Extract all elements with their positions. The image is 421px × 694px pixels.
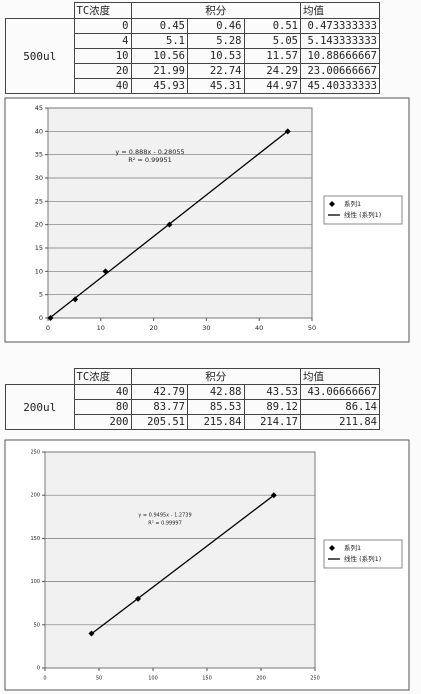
table-cell: 10.53: [187, 48, 245, 64]
data-table: TC浓度 积分 均值 500ul 0 0.45 0.46 0.51 0.473333333 4 5.…: [5, 2, 380, 94]
y-tick-label: 45: [35, 104, 43, 112]
y-tick-label: 35: [35, 151, 43, 159]
y-tick-label: 15: [35, 244, 43, 252]
x-tick-label: 0: [43, 676, 46, 682]
table-cell: 5.1: [130, 33, 188, 49]
table-cell: 205.51: [130, 414, 188, 430]
data-point: [102, 268, 109, 275]
legend-label: 线性 (系列1): [344, 554, 381, 563]
legend-label: 系列1: [344, 543, 361, 552]
y-tick-label: 0: [37, 666, 40, 672]
table-cell: 45.93: [130, 78, 188, 94]
data-point: [72, 296, 79, 303]
data-point: [47, 315, 54, 321]
table-cell: 211.84: [300, 414, 380, 430]
y-tick-label: 10: [35, 267, 43, 275]
data-point: [284, 128, 291, 135]
table-cell: 23.00666667: [300, 63, 380, 79]
plot-area: [47, 107, 313, 319]
table-cell: 0.473333333: [300, 18, 380, 34]
y-tick-label: 25: [35, 197, 43, 205]
x-tick-label: 0: [46, 324, 50, 332]
r-squared: R² = 0.99951: [128, 156, 172, 164]
table-cell: 22.74: [187, 63, 245, 79]
data-point: [166, 221, 173, 228]
legend-marker: [329, 201, 335, 207]
table-cell: 40: [73, 384, 132, 400]
y-tick-label: 40: [35, 127, 43, 135]
table-cell: 45.40333333: [300, 78, 380, 94]
data-table: TC浓度 积分 均值 200ul 40 42.79 42.88 43.53 43.0666666…: [5, 368, 380, 430]
x-tick-label: 150: [202, 676, 212, 682]
table-cell: 0.51: [243, 18, 301, 34]
table-cell: 45.31: [187, 78, 245, 94]
legend-box: [323, 195, 403, 225]
table-cell: 200: [73, 414, 132, 430]
trendline: [91, 494, 275, 635]
x-tick-label: 50: [308, 324, 316, 332]
table-cell: 215.84: [187, 414, 245, 430]
data-point: [135, 595, 142, 602]
legend-label: 线性 (系列1): [344, 210, 381, 219]
y-tick-label: 5: [39, 291, 43, 299]
row-label: 500ul: [5, 18, 75, 94]
table-cell: 44.97: [243, 78, 301, 94]
table-cell: 5.05: [243, 33, 301, 49]
legend-marker: [329, 545, 335, 551]
table-cell: 80: [73, 399, 132, 415]
data-point: [270, 492, 277, 499]
data-point: [88, 630, 95, 637]
r-squared: R² = 0.99997: [148, 521, 182, 527]
legend-box: [323, 539, 403, 569]
y-tick-label: 30: [35, 174, 43, 182]
y-tick-label: 0: [39, 314, 43, 322]
y-tick-label: 20: [35, 221, 43, 229]
table-cell: 43.06666667: [300, 384, 380, 400]
x-tick-label: 10: [97, 324, 105, 332]
plot-area: [44, 451, 316, 669]
x-tick-label: 200: [256, 676, 266, 682]
table-cell: 40: [73, 78, 132, 94]
x-tick-label: 30: [202, 324, 210, 332]
y-tick-label: 50: [34, 622, 40, 628]
table-cell: 214.17: [243, 414, 301, 430]
y-tick-label: 250: [30, 450, 40, 456]
x-tick-label: 250: [310, 676, 320, 682]
legend-label: 系列1: [344, 199, 361, 208]
equation: y = 0.888x - 0.28055: [115, 148, 184, 156]
y-tick-label: 150: [30, 536, 40, 542]
header-cell: TC浓度: [73, 368, 132, 385]
equation: y = 0.9495x - 1.2739: [138, 513, 191, 519]
x-tick-label: 40: [255, 324, 263, 332]
y-tick-label: 200: [30, 493, 40, 499]
y-tick-label: 100: [30, 579, 40, 585]
x-tick-label: 20: [149, 324, 157, 332]
x-tick-label: 50: [96, 676, 102, 682]
x-tick-label: 100: [148, 676, 158, 682]
table-cell: 42.79: [130, 384, 188, 400]
table-cell: 5.143333333: [300, 33, 380, 49]
table-cell: 5.28: [187, 33, 245, 49]
